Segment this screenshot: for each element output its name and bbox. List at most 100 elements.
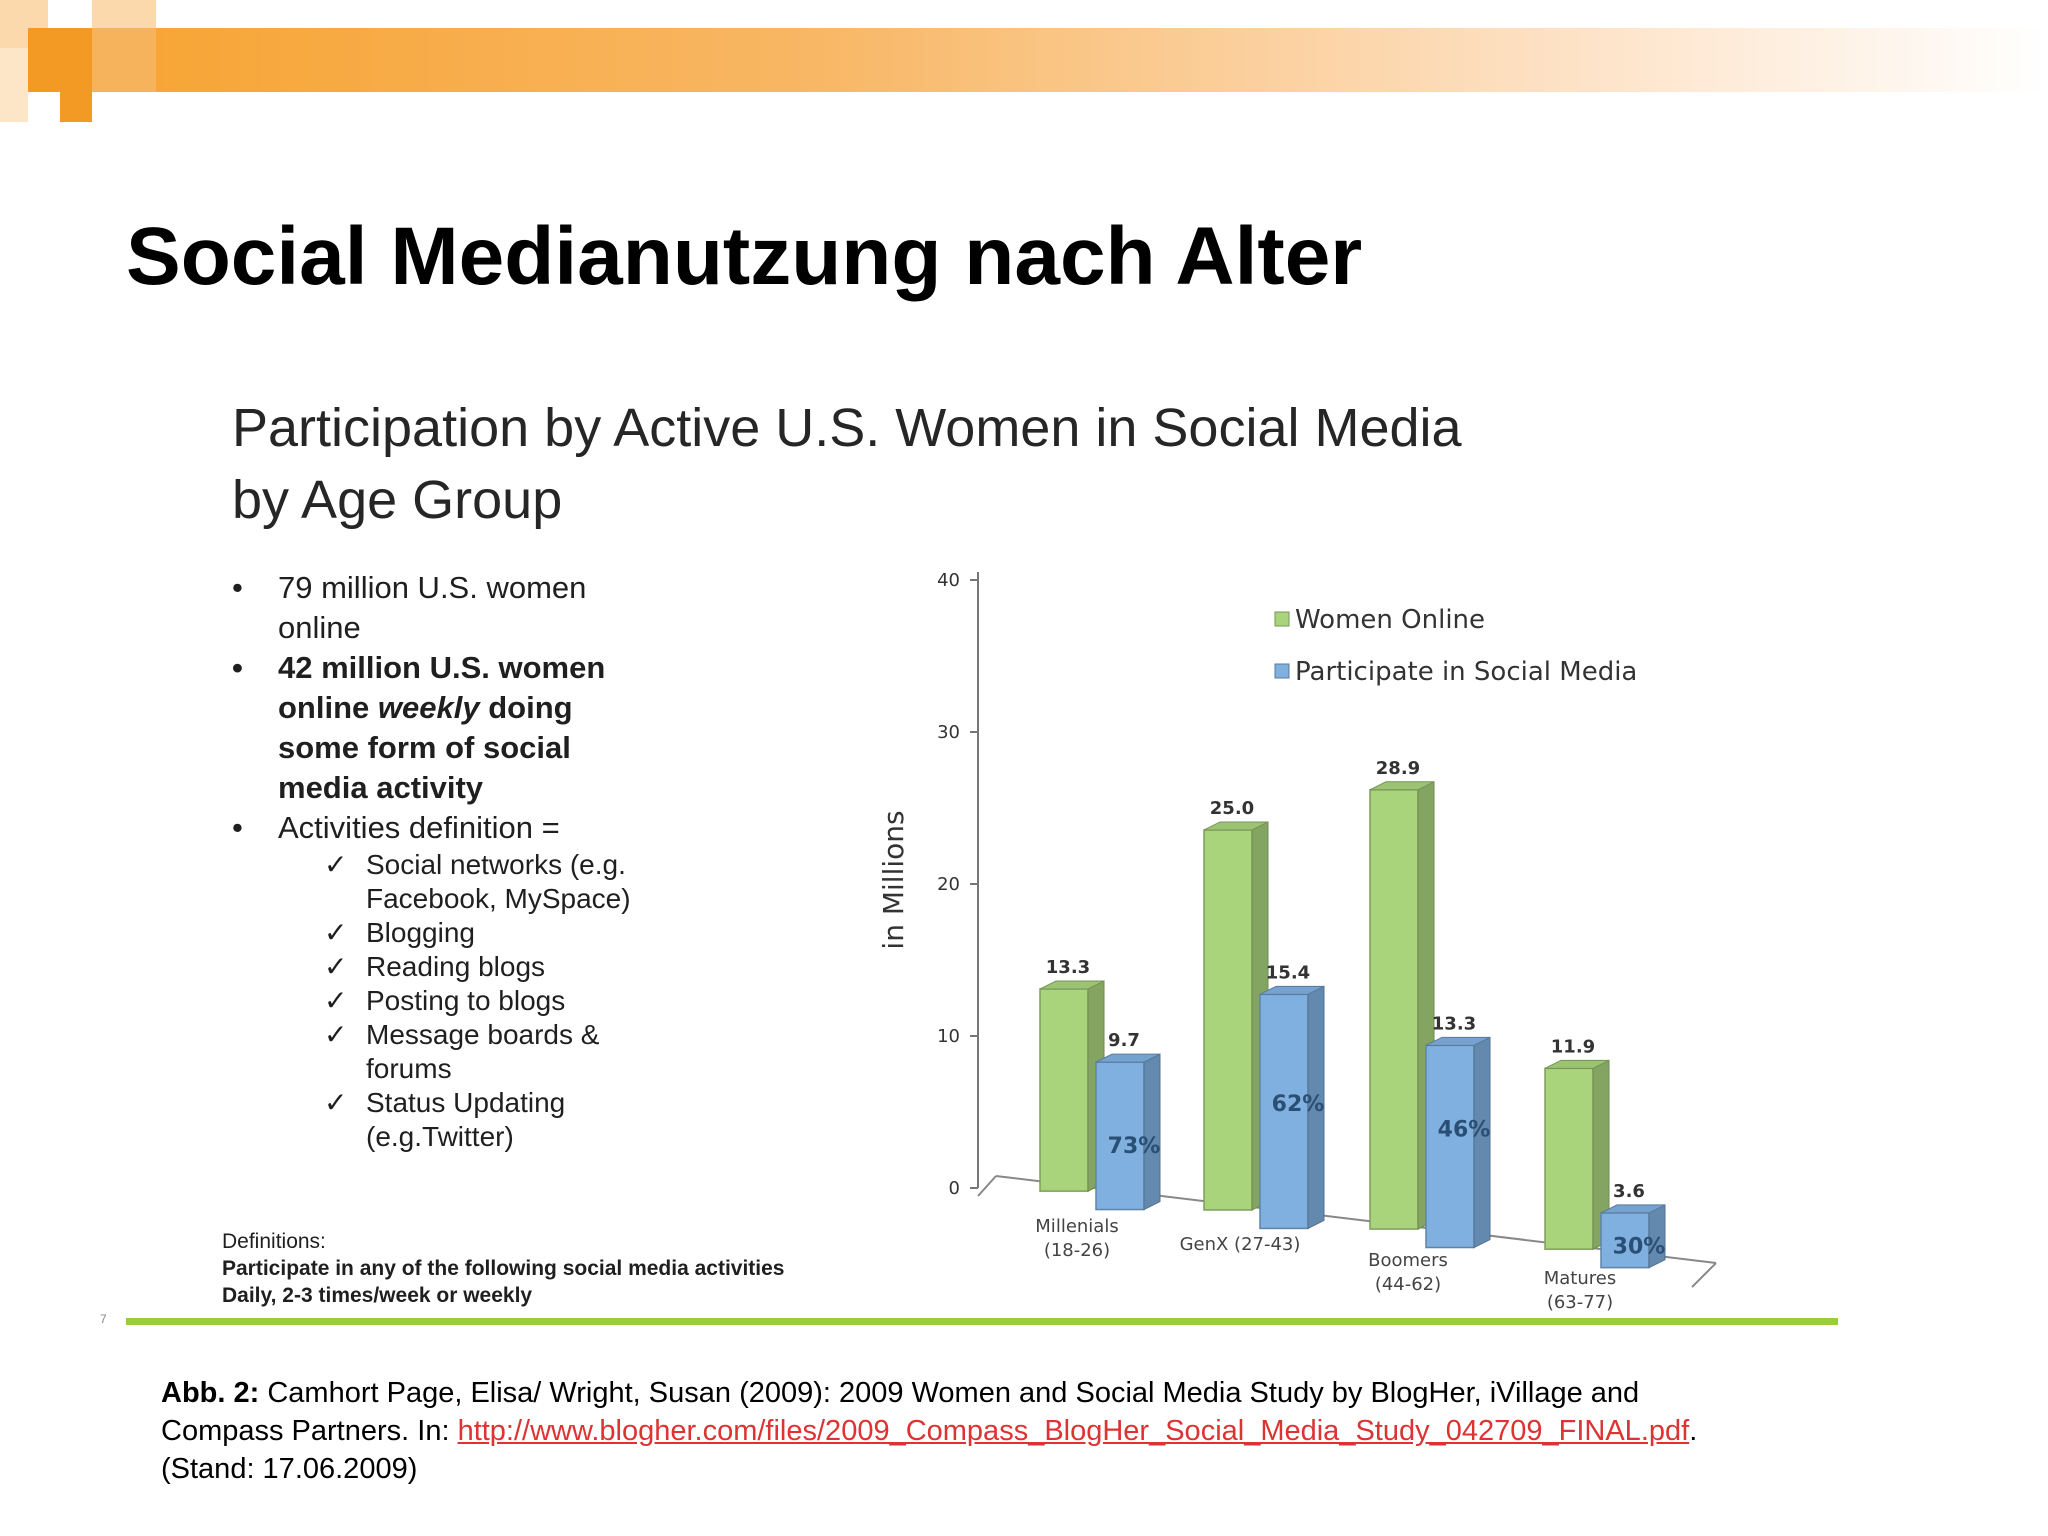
y-axis-title: in Millions: [877, 810, 910, 949]
bullet-line: media activity: [278, 770, 484, 805]
x-category-label: Matures: [1544, 1268, 1616, 1289]
header-banner: [0, 28, 2048, 92]
legend-label: Participate in Social Media: [1295, 657, 1637, 687]
definitions-heading: Definitions:: [222, 1230, 326, 1253]
checkmark-icon: ✓: [324, 917, 348, 948]
data-label: 13.3: [1432, 1013, 1476, 1034]
bullet-item: • 79 million U.S. women online: [232, 568, 702, 648]
bar-top: [1425, 1036, 1491, 1046]
slide-title: Social Medianutzung nach Alter: [126, 211, 1363, 302]
y-tick-label: 30: [937, 722, 960, 743]
header-square: [60, 92, 92, 122]
checkmark-icon: ✓: [324, 1019, 348, 1050]
x-category-label: (44-62): [1375, 1274, 1441, 1295]
data-label: 3.6: [1613, 1181, 1645, 1202]
caption-line: Compass Partners. In: http://www.blogher…: [161, 1412, 1961, 1450]
bullet-marker: •: [232, 650, 243, 685]
activity-line: forums: [366, 1053, 452, 1084]
caption-text: Compass Partners. In:: [161, 1415, 458, 1447]
activity-line: Social networks (e.g.: [366, 849, 626, 880]
social-media-bar: [1259, 993, 1309, 1230]
caption-text: .: [1689, 1415, 1698, 1447]
activity-item: ✓ Posting to blogs: [232, 984, 702, 1018]
figure-title: Participation by Active U.S. Women in So…: [232, 392, 1732, 536]
activity-item: ✓ Blogging: [232, 916, 702, 950]
data-label: 25.0: [1210, 798, 1254, 819]
figure-title-line: by Age Group: [232, 470, 563, 530]
women-online-bar: [1369, 789, 1419, 1230]
bullet-item: • 42 million U.S. women online weekly doin…: [232, 648, 702, 808]
y-tick-label: 40: [937, 570, 960, 591]
checkmark-icon: ✓: [324, 1087, 348, 1118]
bar-top: [1095, 1053, 1161, 1063]
legend-swatch: [1274, 611, 1290, 627]
data-label: 9.7: [1108, 1030, 1140, 1051]
percent-label: 62%: [1272, 1092, 1325, 1117]
checkmark-icon: ✓: [324, 985, 348, 1016]
header-square: [92, 28, 156, 92]
y-tick-label: 10: [937, 1026, 960, 1047]
bullet-list: • 79 million U.S. women online • 42 million …: [232, 568, 702, 1154]
activity-line: (e.g.Twitter): [366, 1121, 514, 1152]
data-label: 11.9: [1551, 1036, 1595, 1057]
data-label: 28.9: [1376, 758, 1420, 779]
bar-top: [1203, 821, 1269, 831]
y-tick-label: 20: [937, 874, 960, 895]
y-tick-label: 0: [949, 1178, 960, 1199]
bullet-line: 79 million U.S. women: [278, 570, 587, 605]
activity-line: Reading blogs: [366, 951, 546, 982]
bullet-marker: •: [232, 810, 243, 845]
definitions-line: Participate in any of the following soci…: [222, 1257, 785, 1280]
bullet-item: • Activities definition =: [232, 808, 702, 848]
header-square: [28, 28, 92, 92]
chart-floor-right: [1691, 1262, 1717, 1288]
slide-number: 7: [100, 1312, 107, 1326]
data-label: 15.4: [1266, 962, 1310, 983]
legend-label: Women Online: [1295, 605, 1485, 635]
caption-label: Abb. 2:: [161, 1377, 260, 1409]
women-online-bar: [1544, 1067, 1594, 1250]
activity-item: ✓ Reading blogs: [232, 950, 702, 984]
social-media-bar: [1600, 1212, 1650, 1269]
bullet-line: online: [278, 610, 361, 645]
checkmark-icon: ✓: [324, 951, 348, 982]
women-online-bar: [1039, 988, 1089, 1192]
bar-top: [1259, 985, 1325, 995]
percent-label: 73%: [1108, 1134, 1161, 1159]
bottom-divider: [126, 1318, 1838, 1325]
x-category-label: (18-26): [1044, 1240, 1110, 1261]
bar-top: [1544, 1059, 1610, 1069]
definitions-block: Definitions: Participate in any of the f…: [222, 1228, 784, 1309]
checkmark-icon: ✓: [324, 849, 348, 880]
header-square: [92, 0, 156, 28]
definitions-line: Daily, 2-3 times/week or weekly: [222, 1284, 533, 1307]
activity-item: ✓ Message boards & forums: [232, 1018, 702, 1086]
bar-top: [1039, 980, 1105, 990]
source-link[interactable]: http://www.blogher.com/files/2009_Compas…: [457, 1415, 1690, 1447]
activity-line: Posting to blogs: [366, 985, 566, 1016]
percent-label: 30%: [1613, 1235, 1666, 1260]
bullet-marker: •: [232, 570, 243, 605]
bullet-line: Activities definition =: [278, 810, 560, 845]
header-square: [0, 48, 28, 122]
data-label: 13.3: [1046, 957, 1090, 978]
bullet-line: 42 million U.S. women: [278, 650, 606, 685]
x-category-label: GenX (27-43): [1180, 1234, 1301, 1255]
percent-label: 46%: [1438, 1118, 1491, 1143]
chart-floor-left: [977, 1175, 997, 1197]
legend-swatch: [1274, 663, 1290, 679]
x-category-label: Boomers: [1368, 1250, 1448, 1271]
activity-item: ✓ Status Updating (e.g.Twitter): [232, 1086, 702, 1154]
caption-line: Abb. 2: Camhort Page, Elisa/ Wright, Sus…: [161, 1374, 1961, 1412]
x-category-label: (63-77): [1547, 1292, 1613, 1313]
activity-line: Facebook, MySpace): [366, 883, 631, 914]
activity-line: Message boards &: [366, 1019, 600, 1050]
bar-top: [1369, 781, 1435, 791]
figure-title-line: Participation by Active U.S. Women in So…: [232, 398, 1462, 458]
activity-line: Status Updating: [366, 1087, 566, 1118]
bullet-line: some form of social: [278, 730, 571, 765]
bar-side: [1143, 1053, 1161, 1211]
caption-text: Camhort Page, Elisa/ Wright, Susan (2009…: [259, 1377, 1640, 1409]
bar-top: [1600, 1204, 1666, 1214]
